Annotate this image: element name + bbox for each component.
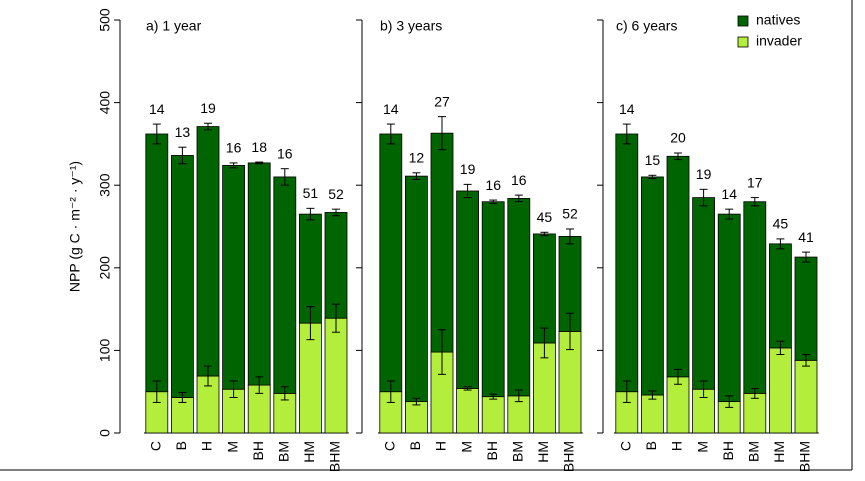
bar-segment (324, 212, 348, 319)
bar-segment (145, 133, 169, 393)
legend-label: natives (756, 12, 800, 28)
bar-segment (794, 359, 818, 434)
bar-segment (507, 198, 531, 397)
x-tick-label: BHM (797, 441, 813, 472)
x-tick-label: H (669, 441, 685, 451)
bar-segment (743, 392, 767, 434)
bar-segment (404, 401, 428, 434)
y-tick-label: 200 (97, 256, 113, 280)
panel-title: c) 6 years (616, 18, 677, 34)
bar-annotation: 27 (434, 93, 450, 109)
x-tick-label: BM (510, 441, 526, 462)
y-tick-label: 0 (97, 429, 113, 437)
bar-annotation: 14 (721, 186, 737, 202)
bar-annotation: 18 (251, 139, 267, 155)
bar-segment (666, 376, 690, 434)
x-tick-label: BM (276, 441, 292, 462)
bar-segment (324, 317, 348, 434)
bar-annotation: 19 (200, 100, 216, 116)
bar-annotation: 20 (670, 130, 686, 146)
x-tick-label: BHM (561, 441, 577, 472)
bar-annotation: 16 (277, 145, 293, 161)
bar-segment (481, 396, 505, 434)
bar-annotation: 45 (773, 216, 789, 232)
y-tick-label: 300 (97, 173, 113, 197)
x-tick-label: HM (535, 441, 551, 463)
bar-annotation: 16 (485, 177, 501, 193)
bar-annotation: 45 (537, 209, 553, 225)
x-tick-label: HM (301, 441, 317, 463)
bar-annotation: 52 (328, 186, 344, 202)
bar-segment (641, 394, 664, 434)
bar-segment (794, 256, 818, 361)
x-tick-label: H (433, 441, 449, 451)
bar-segment (743, 201, 767, 394)
x-tick-label: B (643, 441, 659, 450)
bar-segment (456, 190, 480, 389)
bar-annotation: 19 (696, 166, 712, 182)
bar-segment (170, 155, 194, 398)
x-tick-label: C (618, 441, 634, 451)
bar-annotation: 13 (175, 124, 191, 140)
bar-annotation: 41 (798, 229, 814, 245)
bar-segment (717, 213, 741, 403)
bar-annotation: 19 (460, 161, 476, 177)
bar-annotation: 51 (303, 185, 319, 201)
x-tick-label: BM (746, 441, 762, 462)
legend-swatch (737, 36, 749, 48)
bar-annotation: 12 (409, 150, 425, 166)
bar-segment (379, 133, 403, 393)
bar-annotation: 14 (149, 101, 165, 117)
bar-annotation: 16 (511, 172, 527, 188)
x-tick-label: C (382, 441, 398, 451)
bar-annotation: 52 (562, 206, 578, 222)
x-tick-label: BHM (327, 441, 343, 472)
y-tick-label: 100 (97, 339, 113, 363)
bar-segment (641, 176, 664, 396)
panel-title: a) 1 year (146, 18, 202, 34)
y-tick-label: 400 (97, 91, 113, 115)
bar-annotation: 14 (383, 101, 399, 117)
panel-title: b) 3 years (380, 18, 442, 34)
bar-segment (769, 243, 792, 349)
bar-segment (769, 347, 792, 434)
x-tick-label: B (173, 441, 189, 450)
bar-segment (481, 201, 505, 398)
bar-segment (247, 162, 271, 386)
bar-annotation: 15 (645, 152, 661, 168)
bar-segment (222, 164, 246, 390)
x-tick-label: M (224, 441, 240, 453)
legend-label: invader (756, 33, 802, 49)
x-tick-label: BH (484, 441, 500, 460)
bar-segment (273, 176, 297, 394)
bar-segment (692, 197, 715, 390)
bar-annotation: 17 (747, 174, 763, 190)
x-tick-label: M (694, 441, 710, 453)
x-tick-label: HM (771, 441, 787, 463)
bar-segment (430, 132, 454, 353)
bar-annotation: 16 (226, 140, 242, 156)
bar-segment (666, 155, 690, 378)
x-tick-label: H (199, 441, 215, 451)
bar-segment (533, 233, 556, 344)
legend-swatch (737, 15, 749, 27)
bar-segment (196, 126, 220, 377)
x-tick-label: BH (720, 441, 736, 460)
x-tick-label: BH (250, 441, 266, 460)
x-tick-label: M (458, 441, 474, 453)
x-tick-label: B (407, 441, 423, 450)
y-tick-label: 500 (97, 8, 113, 32)
y-axis-title: NPP (g C · m⁻² · y⁻¹) (67, 161, 83, 292)
bar-segment (404, 175, 428, 403)
bar-segment (456, 387, 480, 434)
bar-annotation: 14 (619, 101, 635, 117)
x-tick-label: C (148, 441, 164, 451)
bar-segment (615, 133, 639, 393)
